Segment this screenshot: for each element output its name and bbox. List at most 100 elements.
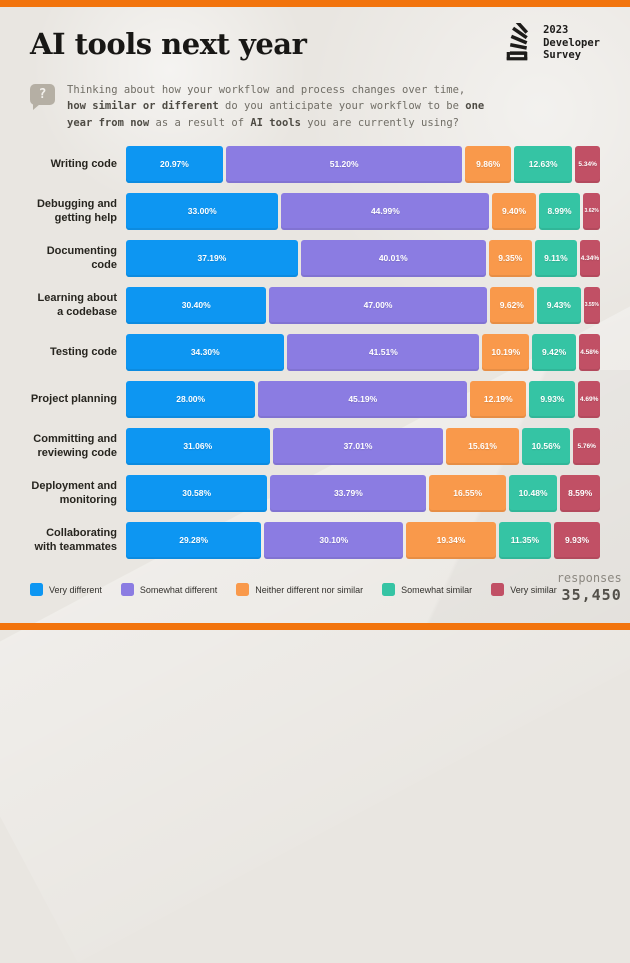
bar-segment-value: 3.55% [584, 302, 599, 309]
bar-segment: 33.79% [270, 474, 427, 512]
bar-segment: 31.06% [126, 427, 270, 465]
legend-label: Very similar [510, 584, 557, 595]
responses-value: 35,450 [561, 586, 622, 605]
bar-segment: 41.51% [287, 333, 480, 371]
bar-segment: 16.55% [429, 474, 506, 512]
bar-segment: 47.00% [269, 286, 487, 324]
legend-swatch [120, 583, 134, 597]
row-label: Committing and reviewing code [33, 433, 117, 460]
infographic-card: AI tools next year 2023 Developer Survey ?… [30, 21, 622, 604]
bar-segment: 8.59% [560, 474, 600, 512]
row-label: Project planning [30, 393, 117, 406]
chart-row: Learning about a codebase 30.40% 47.00% 9.6… [30, 286, 600, 324]
bar-segment-value: 41.51% [368, 347, 398, 358]
question-text-line: Thinking about how your workflow and pro… [67, 82, 484, 98]
legend-swatch [382, 583, 396, 597]
legend-item: Somewhat different [120, 583, 218, 597]
question-text: Thinking about how your workflow and pro… [67, 82, 484, 131]
row-bars: 30.58% 33.79% 16.55% 10.48% 8.59% [126, 474, 600, 512]
legend-item: Very different [30, 583, 102, 597]
question-text-plain: Thinking about how your workflow and pro… [67, 84, 466, 96]
page-title: AI tools next year [30, 27, 307, 61]
legend-swatch [491, 583, 505, 597]
bar-segment-value: 9.86% [476, 159, 501, 170]
bar-segment: 5.76% [573, 427, 600, 465]
chart-row: Writing code 20.97% 51.20% 9.86% 12.63% 5.34% [30, 145, 600, 183]
bar-segment: 12.19% [470, 380, 527, 418]
footer: Very different Somewhat different Neither … [30, 571, 622, 604]
bar-segment: 40.01% [300, 239, 486, 277]
legend: Very different Somewhat different Neither … [30, 583, 557, 597]
bar-segment-value: 33.79% [333, 488, 363, 499]
bar-segment: 4.34% [579, 239, 600, 277]
bar-segment: 19.34% [406, 521, 496, 559]
bar-segment: 9.35% [488, 239, 532, 277]
bar-segment: 9.40% [492, 192, 536, 230]
bar-segment-value: 37.01% [343, 441, 373, 452]
chart-row: Debugging and getting help 33.00% 44.99% 9.… [30, 192, 600, 230]
bar-segment-value: 9.62% [499, 300, 524, 311]
bar-segment-value: 29.28% [179, 535, 209, 546]
question-text-bold: AI tools [250, 116, 301, 129]
responses-counter: responses 35,450 [557, 571, 622, 605]
row-bars: 28.00% 45.19% 12.19% 9.93% 4.69% [126, 380, 600, 418]
bar-segment-value: 40.01% [378, 253, 408, 264]
row-bars: 33.00% 44.99% 9.40% 8.99% 3.62% [126, 192, 600, 230]
question-text-bold: how similar or different [67, 100, 219, 113]
legend-item: Neither different nor similar [236, 583, 363, 597]
bar-segment-value: 5.34% [578, 160, 597, 168]
bar-segment: 28.00% [126, 380, 256, 418]
bar-segment: 12.63% [513, 145, 573, 183]
row-label: Testing code [49, 346, 117, 359]
bar-segment: 4.69% [578, 380, 600, 418]
bar-segment-value: 5.76% [577, 442, 596, 450]
chart-row: Collaborating with teammates 29.28% 30.10%… [30, 521, 600, 559]
bar-segment: 9.11% [534, 239, 577, 277]
bar-segment-value: 31.06% [183, 441, 213, 452]
bar-segment-value: 51.20% [329, 159, 359, 170]
bar-segment-value: 4.34% [580, 254, 600, 262]
bar-segment-value: 10.56% [531, 441, 561, 452]
bar-segment: 51.20% [225, 145, 463, 183]
bar-segment: 3.55% [583, 286, 600, 324]
bar-segment-value: 9.42% [542, 347, 567, 358]
bar-segment: 15.61% [446, 427, 519, 465]
stackoverflow-logo-icon [499, 23, 535, 63]
bar-segment-value: 20.97% [160, 159, 189, 170]
legend-label: Somewhat different [139, 584, 218, 595]
chart-row: Documenting code 37.19% 40.01% 9.35% 9.11% 4.… [30, 239, 600, 277]
bar-segment-value: 3.62% [584, 208, 599, 215]
row-label: Collaborating with teammates [34, 527, 117, 554]
survey-logo: 2023 Developer Survey [499, 21, 600, 63]
question-text-line: how similar or different do you anticipa… [67, 98, 484, 114]
bar-segment: 3.62% [583, 192, 600, 230]
question-text-line: year from now as a result of AI tools yo… [67, 115, 484, 131]
bar-segment: 9.93% [529, 380, 576, 418]
bar-segment: 8.99% [538, 192, 581, 230]
bar-segment-value: 47.00% [363, 300, 393, 311]
bar-segment-value: 11.35% [510, 535, 540, 546]
bar-segment: 30.58% [126, 474, 268, 512]
bar-segment: 20.97% [126, 145, 223, 183]
row-bars: 34.30% 41.51% 10.19% 9.42% 4.58% [126, 333, 600, 371]
bar-segment-value: 9.35% [498, 253, 523, 264]
bar-segment: 9.86% [465, 145, 511, 183]
bar-segment: 9.62% [489, 286, 535, 324]
legend-label: Very different [49, 584, 102, 595]
bar-segment: 11.35% [498, 521, 552, 559]
chart-row: Deployment and monitoring 30.58% 33.79% 16.… [30, 474, 600, 512]
bar-segment: 30.10% [264, 521, 404, 559]
bar-segment: 10.56% [521, 427, 571, 465]
row-label: Writing code [50, 158, 117, 171]
bar-segment-value: 33.00% [187, 206, 217, 217]
survey-question: ? Thinking about how your workflow and p… [30, 82, 600, 131]
legend-item: Somewhat similar [382, 583, 472, 597]
bar-segment: 9.42% [532, 333, 576, 371]
bar-segment-value: 9.43% [546, 300, 571, 311]
bar-segment: 29.28% [126, 521, 262, 559]
top-accent-strip [0, 0, 630, 7]
bar-segment: 33.00% [126, 192, 279, 230]
row-bars: 29.28% 30.10% 19.34% 11.35% 9.93% [126, 521, 600, 559]
bar-segment: 4.58% [578, 333, 600, 371]
bar-segment-value: 4.58% [580, 348, 599, 356]
